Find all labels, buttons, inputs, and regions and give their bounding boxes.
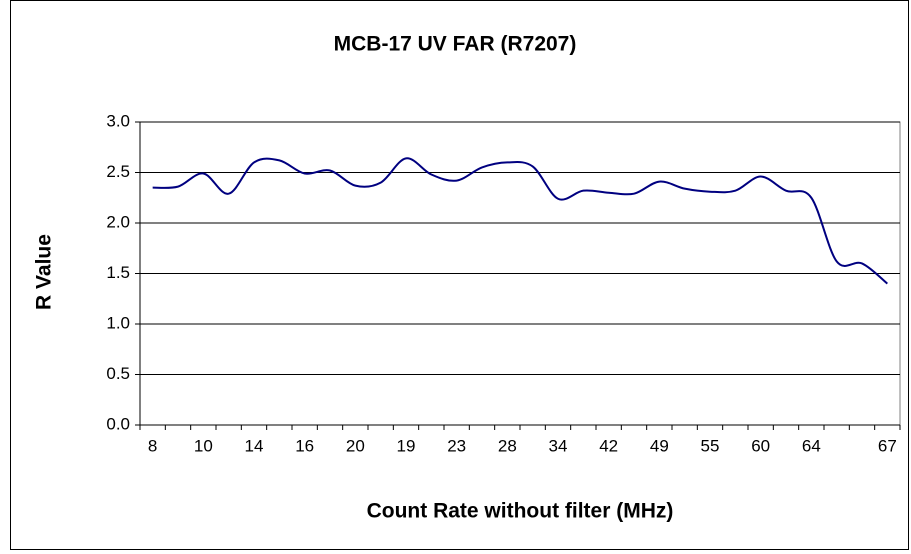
x-tick-label: 10 <box>194 436 213 455</box>
chart-title: MCB-17 UV FAR (R7207) <box>334 33 577 56</box>
x-tick-label: 23 <box>447 436 466 455</box>
x-tick-label: 49 <box>650 436 669 455</box>
x-tick-label: 34 <box>549 436 568 455</box>
x-tick-label: 20 <box>346 436 365 455</box>
y-tick-label: 3.0 <box>106 111 130 130</box>
y-tick-label: 0.0 <box>106 414 130 433</box>
data-line <box>152 157 888 285</box>
x-axis-label: Count Rate without filter (MHz) <box>367 500 674 523</box>
x-tick-label: 42 <box>599 436 618 455</box>
y-tick-label: 1.0 <box>106 313 130 332</box>
x-tick-label: 60 <box>751 436 770 455</box>
x-tick-label: 28 <box>498 436 517 455</box>
x-tick-label: 64 <box>802 436 821 455</box>
x-tick-label: 8 <box>148 436 157 455</box>
y-axis-label: R Value <box>33 234 56 310</box>
x-tick-label: 14 <box>245 436 264 455</box>
x-tick-label: 67 <box>878 436 897 455</box>
x-tick-label: 16 <box>295 436 314 455</box>
x-tick-label: 55 <box>701 436 720 455</box>
y-tick-label: 2.5 <box>106 162 130 181</box>
y-tick-label: 2.0 <box>106 212 130 231</box>
y-tick-label: 1.5 <box>106 263 130 282</box>
y-tick-label: 0.5 <box>106 364 130 383</box>
x-tick-label: 19 <box>397 436 416 455</box>
